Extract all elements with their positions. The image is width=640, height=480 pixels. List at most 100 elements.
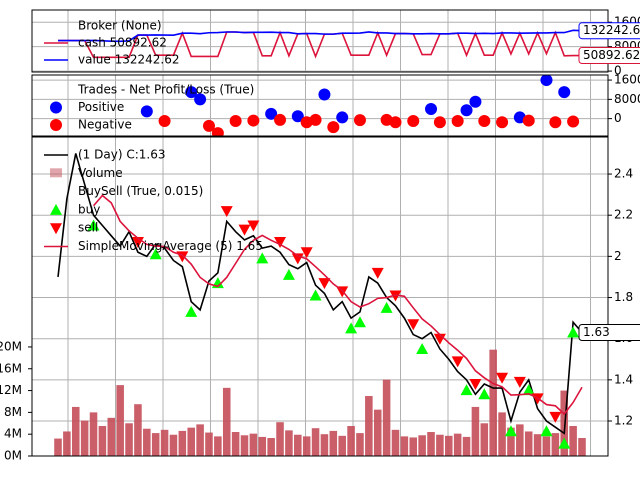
y-tick-label: 1.8 <box>614 290 633 304</box>
sell-marker <box>451 356 464 368</box>
buy-marker <box>87 219 100 231</box>
series-group <box>58 29 583 59</box>
volume-bar <box>205 432 213 456</box>
panel-frame <box>31 136 609 457</box>
y2-tick-label: 20M <box>0 339 22 353</box>
panel-frame <box>31 9 609 73</box>
buy-marker <box>460 384 473 396</box>
volume-bar <box>249 433 258 456</box>
panel-background <box>32 75 608 136</box>
volume-bar <box>302 436 311 456</box>
value-tag-box <box>578 22 640 40</box>
volume-bar <box>231 432 240 456</box>
y2-tick-label: 12M <box>0 383 22 397</box>
volume-bar <box>311 428 320 456</box>
volume-bar <box>196 424 204 456</box>
volume-bar <box>436 434 444 456</box>
legend-label: cash 50892.62 <box>78 36 167 50</box>
volume-bar <box>489 349 497 456</box>
volume-bar <box>320 434 329 456</box>
y-tick-label: 8000 <box>614 92 640 106</box>
point <box>309 113 322 126</box>
volume-bar <box>169 434 178 456</box>
buy-marker <box>522 384 535 396</box>
y2-tick-label: 8M <box>4 405 22 419</box>
line <box>57 153 583 435</box>
point <box>558 86 571 99</box>
point <box>274 113 287 126</box>
point <box>549 116 562 129</box>
buy-marker <box>185 305 198 317</box>
sell-marker <box>513 376 526 388</box>
legend-marker <box>50 203 62 215</box>
point <box>291 110 304 123</box>
panel: 080000160000Broker (None)cash 50892.62va… <box>31 9 640 78</box>
buy-marker <box>345 322 358 334</box>
point <box>353 114 366 127</box>
point <box>425 102 438 115</box>
legend-label: Negative <box>78 118 132 132</box>
legend-title: BuySell (True, 0.015) <box>78 184 203 198</box>
y-tick-label: 1.2 <box>614 414 633 428</box>
series-group <box>140 75 580 136</box>
volume-bar <box>356 433 364 456</box>
point <box>194 93 207 106</box>
sell-marker <box>318 278 331 290</box>
volume-bar <box>71 406 80 456</box>
value-tag-box <box>578 324 640 342</box>
volume-bar <box>143 428 151 456</box>
point <box>451 115 464 128</box>
volume-bar <box>151 433 160 456</box>
volume-bar <box>258 436 267 456</box>
point <box>265 107 278 120</box>
buy-marker <box>256 252 269 264</box>
panel-frame <box>31 74 609 137</box>
volume-bar <box>285 430 293 456</box>
volume-bar <box>54 438 62 456</box>
panel: 0 8000 16000 Trades - Net Profit/Loss (True… <box>31 73 640 137</box>
volume-bar <box>391 429 400 456</box>
volume-bar <box>453 433 462 456</box>
point <box>389 116 402 129</box>
sell-marker <box>274 236 287 248</box>
y2-tick-label: 0M <box>4 449 22 463</box>
line <box>92 194 583 416</box>
point <box>318 88 331 101</box>
volume-bar <box>125 423 133 456</box>
volume-bar <box>560 390 569 456</box>
volume-bar <box>276 422 284 456</box>
value-tag: 1.63 <box>583 325 610 339</box>
line <box>58 29 583 43</box>
buy-marker <box>478 388 491 400</box>
sell-marker <box>371 267 384 279</box>
y-tick-label: 2.4 <box>614 167 633 181</box>
sell-marker <box>469 378 482 390</box>
volume-bar <box>542 436 551 456</box>
sell-marker <box>496 372 509 384</box>
volume-bar <box>578 438 586 456</box>
volume-bar <box>80 420 89 456</box>
volume-bar <box>338 435 346 456</box>
point <box>407 115 420 128</box>
y-tick-label: 0 <box>614 111 622 125</box>
volume-bar <box>373 409 382 456</box>
point <box>140 105 153 118</box>
volume-bar <box>160 429 169 456</box>
y-tick-label: 2 <box>614 249 622 263</box>
legend-label: sell <box>78 221 98 235</box>
point <box>567 115 580 128</box>
volume-bar <box>569 426 577 456</box>
volume-bar <box>462 436 471 456</box>
buy-marker <box>567 326 580 338</box>
volume-bar <box>382 379 391 456</box>
volume-bar <box>107 417 116 456</box>
sell-marker <box>300 247 313 259</box>
legend-marker <box>50 223 62 235</box>
volume-bar <box>365 396 373 456</box>
value-tag-box <box>578 47 640 65</box>
buy-marker <box>380 301 393 313</box>
buy-marker <box>540 425 553 437</box>
volume-bar <box>116 385 124 456</box>
volume-bar <box>524 431 533 456</box>
